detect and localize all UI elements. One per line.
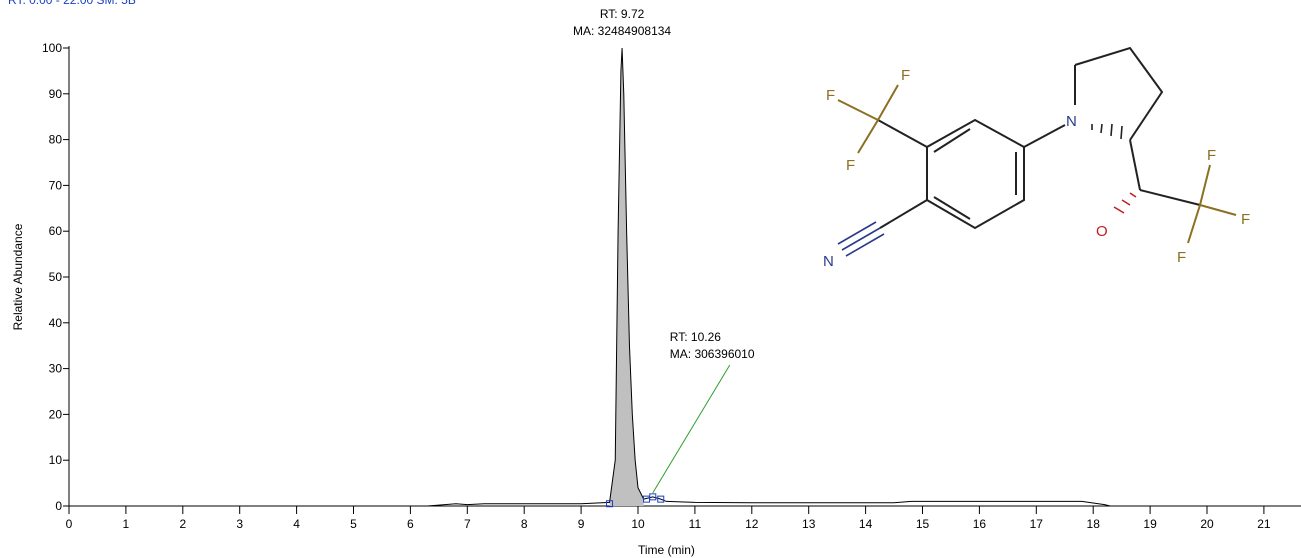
bond (857, 119, 879, 154)
y-tick-label: 30 (49, 362, 63, 376)
y-tick-label: 100 (42, 41, 62, 55)
bond (933, 196, 971, 220)
x-tick-label: 21 (1257, 517, 1271, 531)
x-tick-label: 14 (859, 517, 873, 531)
x-tick-label: 10 (631, 517, 645, 531)
x-tick-label: 0 (66, 517, 73, 531)
bond (1199, 204, 1237, 216)
atom-label: F (1177, 249, 1186, 266)
peak-label: MA: 32484908134 (573, 24, 671, 38)
atom-label: F (826, 87, 835, 104)
x-axis-label: Time (min) (638, 543, 695, 557)
atom-label: F (1207, 147, 1216, 164)
hashed-bond (1091, 123, 1123, 140)
peak-label: RT: 10.26 (670, 330, 721, 344)
bond (1074, 46, 1164, 141)
atom-label: N (1066, 113, 1077, 130)
atom-label: F (846, 157, 855, 174)
x-tick-label: 1 (123, 517, 130, 531)
triple-bond (837, 221, 885, 257)
y-axis-label: Relative Abundance (11, 223, 25, 330)
y-tick-label: 0 (55, 499, 62, 513)
x-tick-label: 2 (179, 517, 186, 531)
benzene-ring (926, 118, 1025, 230)
atom-label: F (901, 67, 910, 84)
y-tick-label: 20 (49, 407, 63, 421)
y-tick-label: 70 (49, 178, 63, 192)
x-tick-label: 6 (407, 517, 414, 531)
x-tick-label: 15 (916, 517, 930, 531)
x-tick-label: 18 (1087, 517, 1101, 531)
x-tick-label: 20 (1200, 517, 1214, 531)
bond (1187, 204, 1201, 244)
peak-label: MA: 306396010 (670, 347, 755, 361)
y-tick-label: 60 (49, 224, 63, 238)
bond (877, 84, 899, 121)
bond (1129, 139, 1141, 191)
x-tick-label: 9 (578, 517, 585, 531)
bond (1199, 164, 1211, 206)
chart-header: RT: 0.00 - 22.00 SM: 5B (8, 0, 136, 7)
bond (877, 119, 928, 148)
hashed-bond (1113, 192, 1137, 214)
leader-line (652, 364, 731, 494)
atom-label: F (1241, 211, 1250, 228)
bond (1139, 189, 1201, 206)
integration-marker (606, 500, 614, 508)
x-tick-label: 5 (350, 517, 357, 531)
bond (837, 99, 879, 121)
peak-area (609, 48, 644, 506)
y-tick-label: 90 (49, 87, 63, 101)
x-tick-label: 3 (236, 517, 243, 531)
x-tick-label: 7 (464, 517, 471, 531)
bond (933, 128, 971, 153)
x-tick-label: 4 (293, 517, 300, 531)
x-tick-label: 12 (745, 517, 759, 531)
x-tick-label: 11 (689, 517, 702, 531)
peak-label: RT: 9.72 (600, 7, 645, 21)
chromatogram-trace (69, 47, 1301, 507)
x-tick-label: 13 (802, 517, 816, 531)
atom-label: N (823, 253, 834, 270)
atom-labels: F F F N N O F F F (823, 67, 1250, 270)
y-tick-label: 40 (49, 316, 63, 330)
x-tick-label: 8 (521, 517, 528, 531)
x-tick-label: 16 (973, 517, 987, 531)
y-tick-label: 80 (49, 133, 63, 147)
x-tick-label: 17 (1030, 517, 1044, 531)
integration-marker (649, 493, 657, 501)
bond (1023, 124, 1066, 148)
bond (879, 199, 928, 229)
y-tick-label: 50 (49, 270, 63, 284)
x-tick-label: 19 (1143, 517, 1157, 531)
integration-marker (657, 495, 665, 503)
molecule (837, 46, 1237, 257)
atom-label: O (1096, 223, 1108, 240)
y-tick-label: 10 (49, 453, 63, 467)
